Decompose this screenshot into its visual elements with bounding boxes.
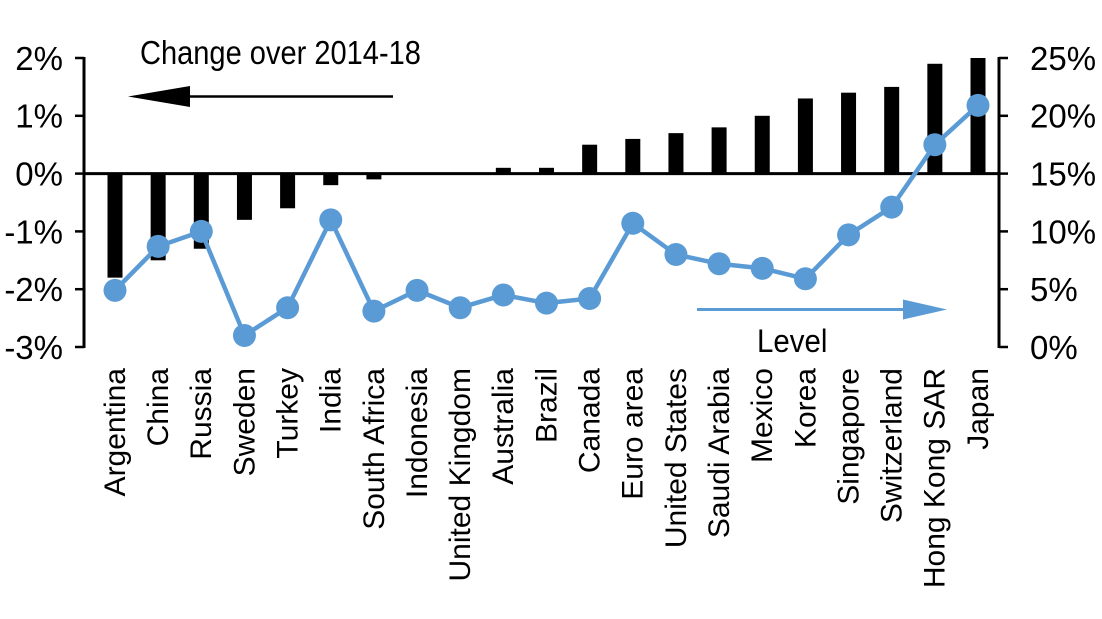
x-label-turkey: Turkey: [272, 368, 305, 459]
marker-south-africa: [362, 299, 386, 323]
marker-australia: [491, 283, 515, 307]
left-axis-tick-label: 2%: [15, 40, 63, 77]
x-label-indonesia: Indonesia: [401, 368, 434, 498]
marker-euro-area: [621, 211, 645, 235]
bar-switzerland: [884, 86, 900, 174]
bar-australia: [495, 167, 511, 174]
x-label-singapore: Singapore: [832, 368, 865, 505]
bar-hong-kong-sar: [927, 63, 943, 174]
marker-russia: [189, 219, 213, 243]
marker-mexico: [750, 256, 774, 280]
x-label-united-states: United States: [660, 368, 693, 548]
x-label-australia: Australia: [487, 368, 520, 485]
x-label-brazil: Brazil: [530, 368, 563, 443]
marker-united-kingdom: [448, 296, 472, 320]
marker-switzerland: [880, 195, 904, 219]
x-label-saudi-arabia: Saudi Arabia: [703, 368, 736, 538]
x-label-argentina: Argentina: [99, 368, 132, 497]
x-label-euro-area: Euro area: [617, 368, 650, 500]
marker-saudi-arabia: [707, 252, 731, 276]
right-axis-tick-label: 5%: [1030, 271, 1078, 308]
right-axis-tick-label: 10%: [1030, 213, 1096, 250]
marker-turkey: [276, 296, 300, 320]
x-label-hong-kong-sar: Hong Kong SAR: [919, 368, 952, 588]
left-arrow-icon: [128, 86, 190, 107]
x-label-sweden: Sweden: [228, 368, 261, 476]
bar-korea: [797, 98, 813, 174]
marker-india: [319, 208, 343, 232]
x-label-canada: Canada: [574, 368, 607, 473]
right-arrow-icon: [903, 299, 947, 320]
left-axis-tick-label: -2%: [4, 271, 63, 308]
bar-mexico: [754, 115, 770, 174]
marker-canada: [578, 286, 602, 310]
bar-united-states: [668, 133, 684, 174]
bar-series-title: Change over 2014-18: [140, 34, 421, 71]
bar-south-africa: [366, 173, 382, 180]
x-label-united-kingdom: United Kingdom: [444, 368, 477, 581]
x-label-south-africa: South Africa: [358, 368, 391, 530]
bar-canada: [582, 144, 598, 174]
marker-sweden: [232, 323, 256, 347]
right-axis-tick-label: 25%: [1030, 40, 1096, 77]
bar-sweden: [236, 173, 252, 220]
bar-euro-area: [625, 138, 641, 174]
right-axis-tick-label: 15%: [1030, 155, 1096, 192]
x-label-india: India: [315, 368, 348, 433]
left-axis-tick-label: 0%: [15, 155, 63, 192]
right-axis-tick-label: 0%: [1030, 329, 1078, 366]
marker-indonesia: [405, 278, 429, 302]
bar-turkey: [280, 173, 296, 209]
marker-japan: [966, 93, 990, 117]
left-axis-tick-label: -1%: [4, 213, 63, 250]
line-series-label: Level: [757, 323, 828, 359]
x-label-korea: Korea: [789, 368, 822, 448]
left-axis-tick-label: -3%: [4, 329, 63, 366]
x-label-russia: Russia: [185, 368, 218, 460]
right-axis-tick-label: 20%: [1030, 98, 1096, 135]
marker-united-states: [664, 243, 688, 267]
x-label-switzerland: Switzerland: [876, 368, 909, 523]
marker-hong-kong-sar: [923, 133, 947, 157]
marker-china: [146, 234, 170, 258]
x-label-mexico: Mexico: [746, 368, 779, 463]
marker-argentina: [103, 278, 127, 302]
marker-korea: [793, 267, 817, 291]
marker-singapore: [837, 223, 861, 247]
x-label-japan: Japan: [962, 368, 995, 450]
bar-singapore: [841, 92, 857, 174]
bar-argentina: [107, 173, 123, 278]
bar-saudi-arabia: [711, 127, 727, 174]
left-axis-tick-label: 1%: [15, 98, 63, 135]
marker-brazil: [535, 291, 558, 315]
bar-india: [323, 173, 339, 186]
x-label-china: China: [142, 368, 175, 447]
bar-brazil: [539, 167, 554, 174]
